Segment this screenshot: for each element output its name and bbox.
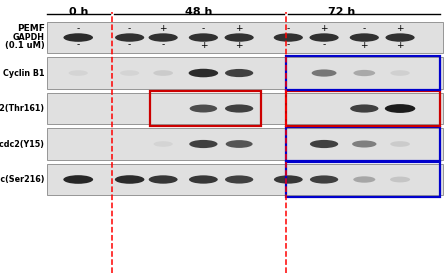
Text: P-cdc2(Thr161): P-cdc2(Thr161) <box>0 104 45 113</box>
Ellipse shape <box>224 33 254 42</box>
Ellipse shape <box>149 175 177 184</box>
Ellipse shape <box>225 176 253 183</box>
Bar <box>150 91 261 126</box>
Bar <box>286 127 440 161</box>
Text: -: - <box>287 41 290 49</box>
Text: -: - <box>76 41 80 49</box>
Bar <box>47 164 443 195</box>
Text: +: + <box>320 24 328 33</box>
Ellipse shape <box>189 69 218 77</box>
Text: -: - <box>128 24 131 33</box>
Ellipse shape <box>352 141 376 147</box>
Text: Cyclin B1: Cyclin B1 <box>3 69 45 78</box>
Bar <box>286 162 440 197</box>
Ellipse shape <box>309 33 339 42</box>
Text: +: + <box>236 24 243 33</box>
Ellipse shape <box>148 33 178 42</box>
Text: GAPDH: GAPDH <box>13 33 45 42</box>
Text: +: + <box>160 24 167 33</box>
Text: 72 h: 72 h <box>329 7 355 17</box>
Ellipse shape <box>120 70 139 76</box>
Ellipse shape <box>390 177 410 182</box>
Ellipse shape <box>189 33 218 42</box>
Bar <box>47 57 443 89</box>
Text: -: - <box>202 24 205 33</box>
Ellipse shape <box>226 140 253 148</box>
Text: -: - <box>322 41 326 49</box>
Ellipse shape <box>154 141 173 147</box>
Ellipse shape <box>354 70 375 76</box>
Ellipse shape <box>274 33 303 42</box>
Text: +: + <box>396 24 404 33</box>
Ellipse shape <box>310 176 338 183</box>
Ellipse shape <box>225 69 253 77</box>
Text: +: + <box>396 41 404 49</box>
Text: PEMF: PEMF <box>17 24 45 33</box>
Ellipse shape <box>310 140 338 148</box>
Text: -: - <box>363 24 366 33</box>
Ellipse shape <box>312 69 337 77</box>
Bar <box>47 128 443 160</box>
Ellipse shape <box>225 105 253 112</box>
Ellipse shape <box>63 33 93 42</box>
Ellipse shape <box>63 175 93 184</box>
Text: +: + <box>361 41 368 49</box>
Ellipse shape <box>385 104 415 113</box>
Text: P-cdc25c(Ser216): P-cdc25c(Ser216) <box>0 175 45 184</box>
Ellipse shape <box>115 33 144 42</box>
Text: -: - <box>76 24 80 33</box>
Text: -: - <box>128 41 131 49</box>
Ellipse shape <box>390 70 410 76</box>
Ellipse shape <box>385 33 415 42</box>
Text: 0 h: 0 h <box>68 7 88 17</box>
Ellipse shape <box>190 105 217 112</box>
Text: -: - <box>287 24 290 33</box>
Text: 48 h: 48 h <box>185 7 213 17</box>
Ellipse shape <box>274 175 303 184</box>
Ellipse shape <box>189 175 218 184</box>
Ellipse shape <box>153 70 173 76</box>
Ellipse shape <box>350 33 379 42</box>
Text: +: + <box>236 41 243 49</box>
Text: P-cdc2(Y15): P-cdc2(Y15) <box>0 140 45 149</box>
Ellipse shape <box>350 105 379 112</box>
Text: DOX  (0.1 uM): DOX (0.1 uM) <box>0 41 45 49</box>
Bar <box>286 91 440 126</box>
Text: -: - <box>161 41 165 49</box>
Bar <box>47 22 443 53</box>
Text: +: + <box>200 41 207 49</box>
Ellipse shape <box>353 176 375 183</box>
Ellipse shape <box>115 175 144 184</box>
Bar <box>286 56 440 90</box>
Bar <box>47 93 443 124</box>
Ellipse shape <box>390 141 410 147</box>
Ellipse shape <box>189 140 218 148</box>
Ellipse shape <box>69 70 88 76</box>
